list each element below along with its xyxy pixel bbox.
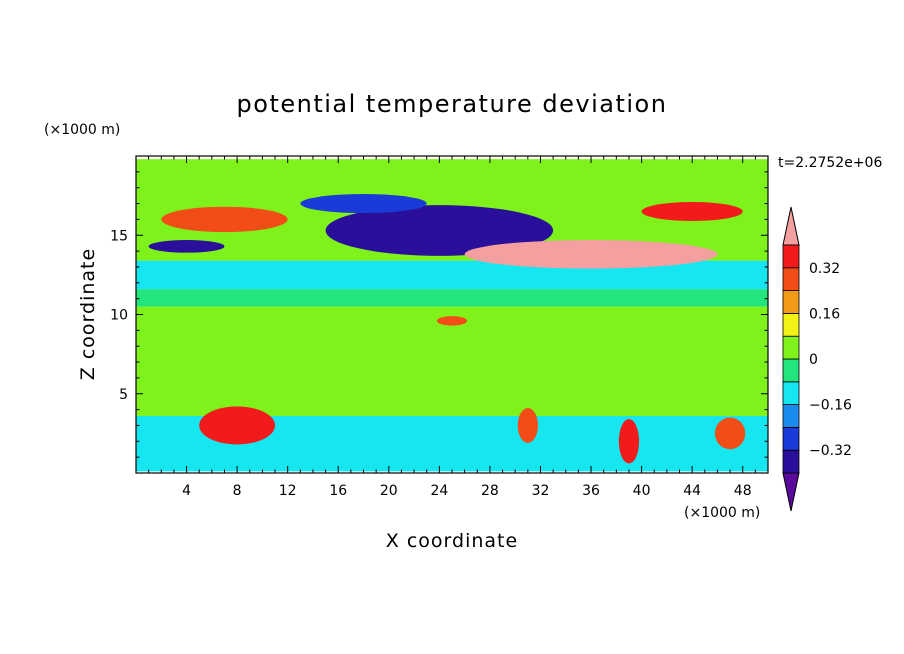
x-tick-label: 48: [734, 483, 752, 499]
y-unit-label: (×1000 m): [44, 122, 120, 138]
colorbar-bin: [782, 449, 800, 474]
y-tick-label: 10: [110, 308, 128, 324]
colorbar-label: 0.32: [809, 261, 840, 277]
contour-region: [148, 240, 225, 253]
x-tick-label: 16: [329, 483, 347, 499]
contour-region: [714, 417, 746, 450]
x-tick-label: 32: [532, 483, 550, 499]
colorbar-extend-max: [782, 206, 800, 246]
colorbar-bin: [782, 335, 800, 360]
contour-region: [517, 408, 538, 443]
x-unit-label: (×1000 m): [684, 505, 760, 521]
x-axis-label: X coordinate: [386, 530, 518, 552]
contour-region: [641, 201, 743, 221]
x-tick-label: 28: [481, 483, 499, 499]
contour-fill: [136, 159, 768, 472]
x-tick-label: 4: [182, 483, 191, 499]
contour-region: [618, 419, 640, 464]
colorbar-label: −0.32: [809, 443, 852, 459]
x-tick-label: 36: [582, 483, 600, 499]
y-axis-ticks: 5 10 15: [110, 171, 768, 458]
y-tick-label: 5: [119, 387, 128, 403]
contour-region: [300, 194, 427, 214]
colorbar-extend-min: [782, 472, 800, 512]
contour-region: [436, 316, 468, 326]
colorbar-bin: [782, 381, 800, 405]
colorbar-bin: [782, 312, 800, 337]
colorbar-label: 0.16: [809, 306, 840, 322]
contour-region: [161, 206, 288, 233]
y-axis-label: Z coordinate: [77, 248, 99, 380]
contour-region: [199, 406, 276, 445]
contour-region: [464, 240, 718, 269]
chart-title: potential temperature deviation: [237, 90, 668, 118]
colorbar-bin: [782, 426, 800, 451]
x-tick-label: 20: [380, 483, 398, 499]
x-tick-label: 40: [633, 483, 651, 499]
colorbar-bin: [782, 404, 800, 428]
colorbar-label: 0: [809, 352, 818, 368]
x-tick-label: 12: [279, 483, 297, 499]
colorbar-bin: [782, 290, 800, 314]
x-tick-label: 8: [233, 483, 242, 499]
x-axis-ticks: 4 8 12 16 20 24 28 32 36 40 44 48: [148, 156, 756, 499]
colorbar-bin: [782, 267, 800, 291]
contour-region: [325, 205, 554, 256]
x-tick-label: 44: [683, 483, 701, 499]
colorbar: −0.32 −0.16 0 0.16 0.32: [782, 206, 852, 512]
colorbar-bin: [782, 358, 800, 383]
time-label: t=2.2752e+06: [778, 155, 882, 171]
colorbar-label: −0.16: [809, 398, 852, 414]
x-tick-label: 24: [430, 483, 448, 499]
y-tick-label: 15: [110, 228, 128, 244]
colorbar-bin: [782, 244, 800, 269]
contour-region: [136, 289, 768, 307]
